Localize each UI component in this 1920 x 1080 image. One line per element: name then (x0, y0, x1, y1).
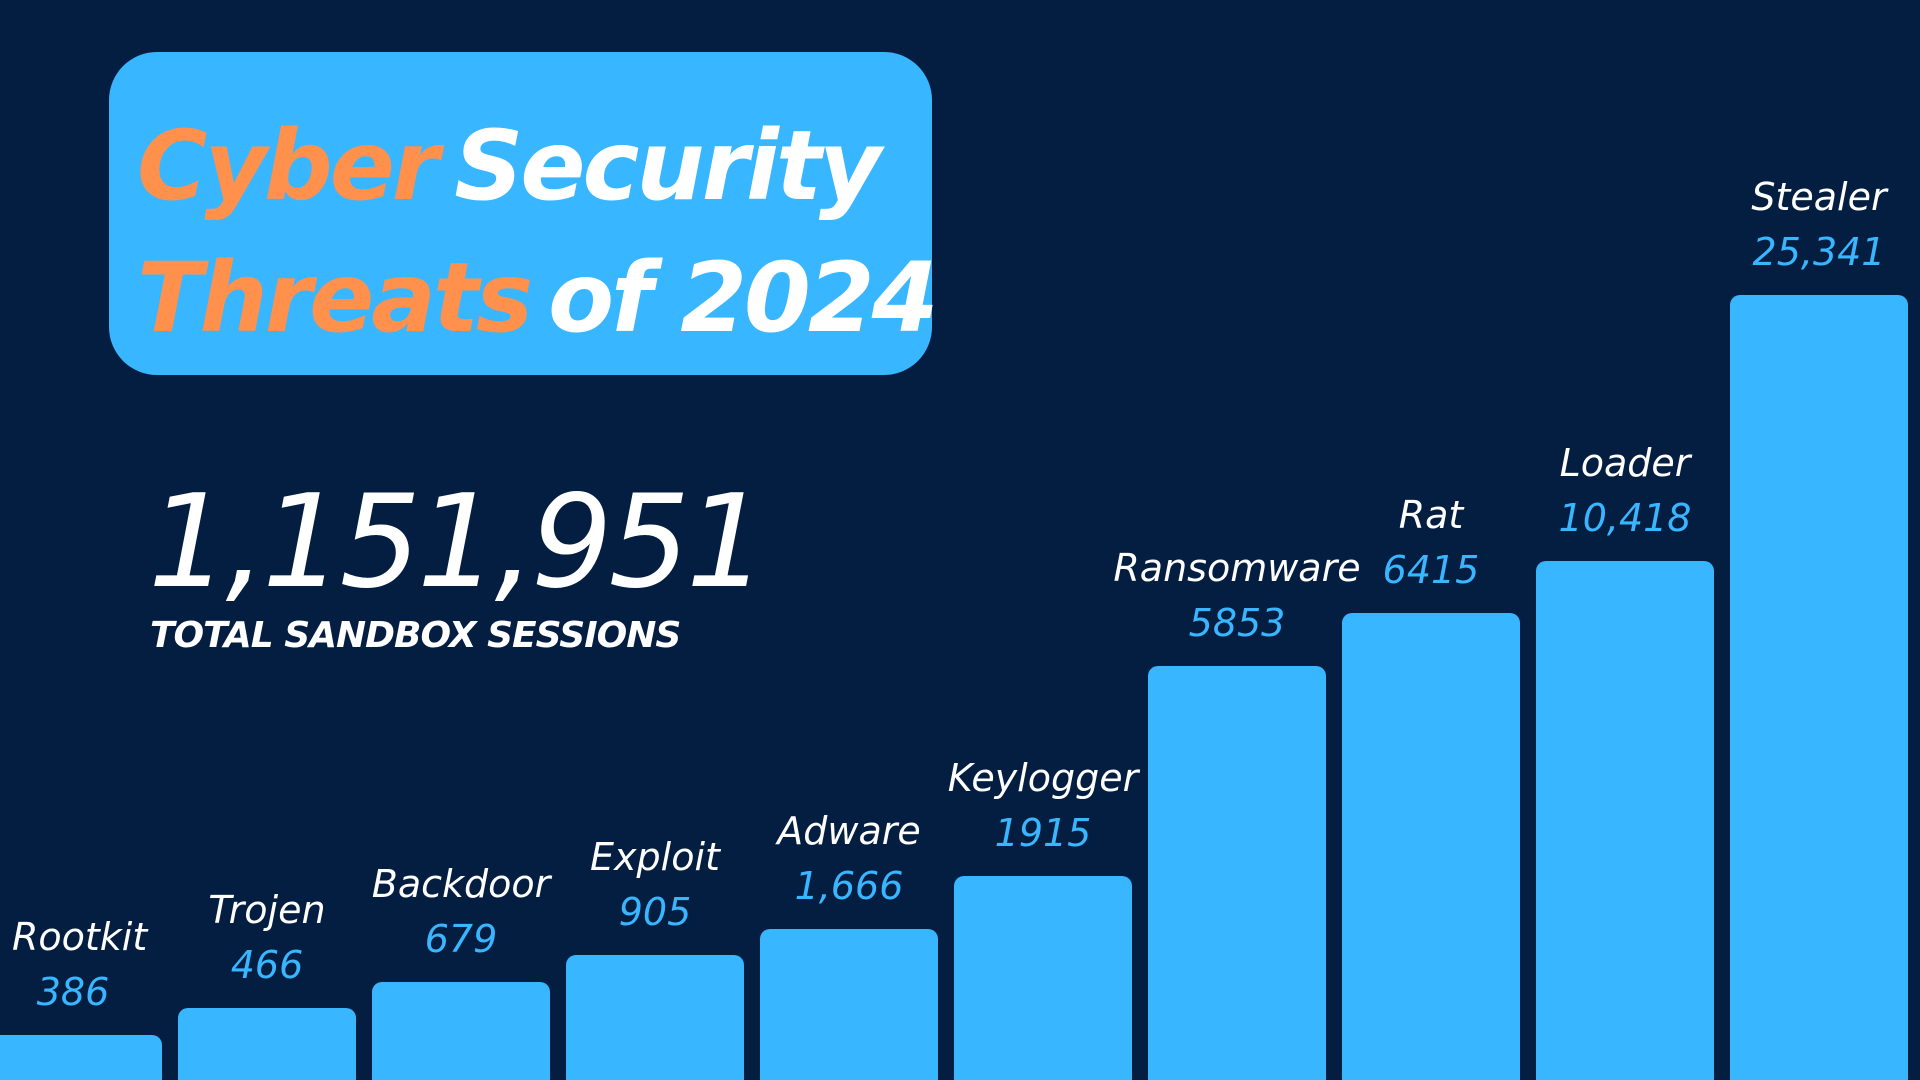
category-label: Backdoor (372, 862, 553, 906)
value-label: 386 (37, 970, 110, 1014)
value-label: 25,341 (1753, 230, 1886, 274)
bar-exploit (566, 955, 744, 1080)
title-word: of 2024 (548, 242, 938, 354)
category-label: Ransomware (1113, 546, 1360, 590)
category-label: Loader (1560, 441, 1693, 485)
value-label: 679 (425, 917, 498, 961)
total-sessions-value: 1,151,951 (148, 468, 767, 617)
value-label: 5853 (1189, 601, 1286, 645)
bar-trojen (178, 1008, 356, 1080)
bar-adware (760, 929, 938, 1080)
bar-keylogger (954, 876, 1132, 1080)
category-label: Stealer (1751, 175, 1889, 219)
bar-backdoor (372, 982, 550, 1080)
category-label: Exploit (590, 835, 722, 879)
value-label: 10,418 (1559, 496, 1692, 540)
value-label: 905 (619, 890, 692, 934)
category-label: Keylogger (948, 756, 1141, 800)
category-label: Rat (1399, 493, 1466, 537)
category-label: Trojen (208, 888, 325, 932)
bar-loader (1536, 561, 1714, 1080)
title-line-1: Cyber Security (137, 100, 932, 232)
bar-stealer (1730, 295, 1908, 1080)
title-highlight-word: Threats (137, 242, 533, 354)
title-line-2: Threats of 2024 (137, 232, 938, 364)
title-highlight-word: Cyber (137, 110, 439, 222)
title-box: Cyber Security Threats of 2024 (109, 52, 938, 375)
title-word: Security (454, 110, 881, 222)
bar-rootkit (0, 1035, 162, 1080)
value-label: 1915 (995, 811, 1092, 855)
value-label: 466 (231, 943, 304, 987)
bar-ransomware (1148, 666, 1326, 1080)
value-label: 1,666 (795, 864, 904, 908)
bar-rat (1342, 613, 1520, 1080)
total-sessions-label: TOTAL SANDBOX SESSIONS (150, 615, 681, 656)
category-label: Adware (774, 809, 920, 853)
value-label: 6415 (1383, 548, 1480, 592)
category-label: Rootkit (12, 915, 149, 959)
